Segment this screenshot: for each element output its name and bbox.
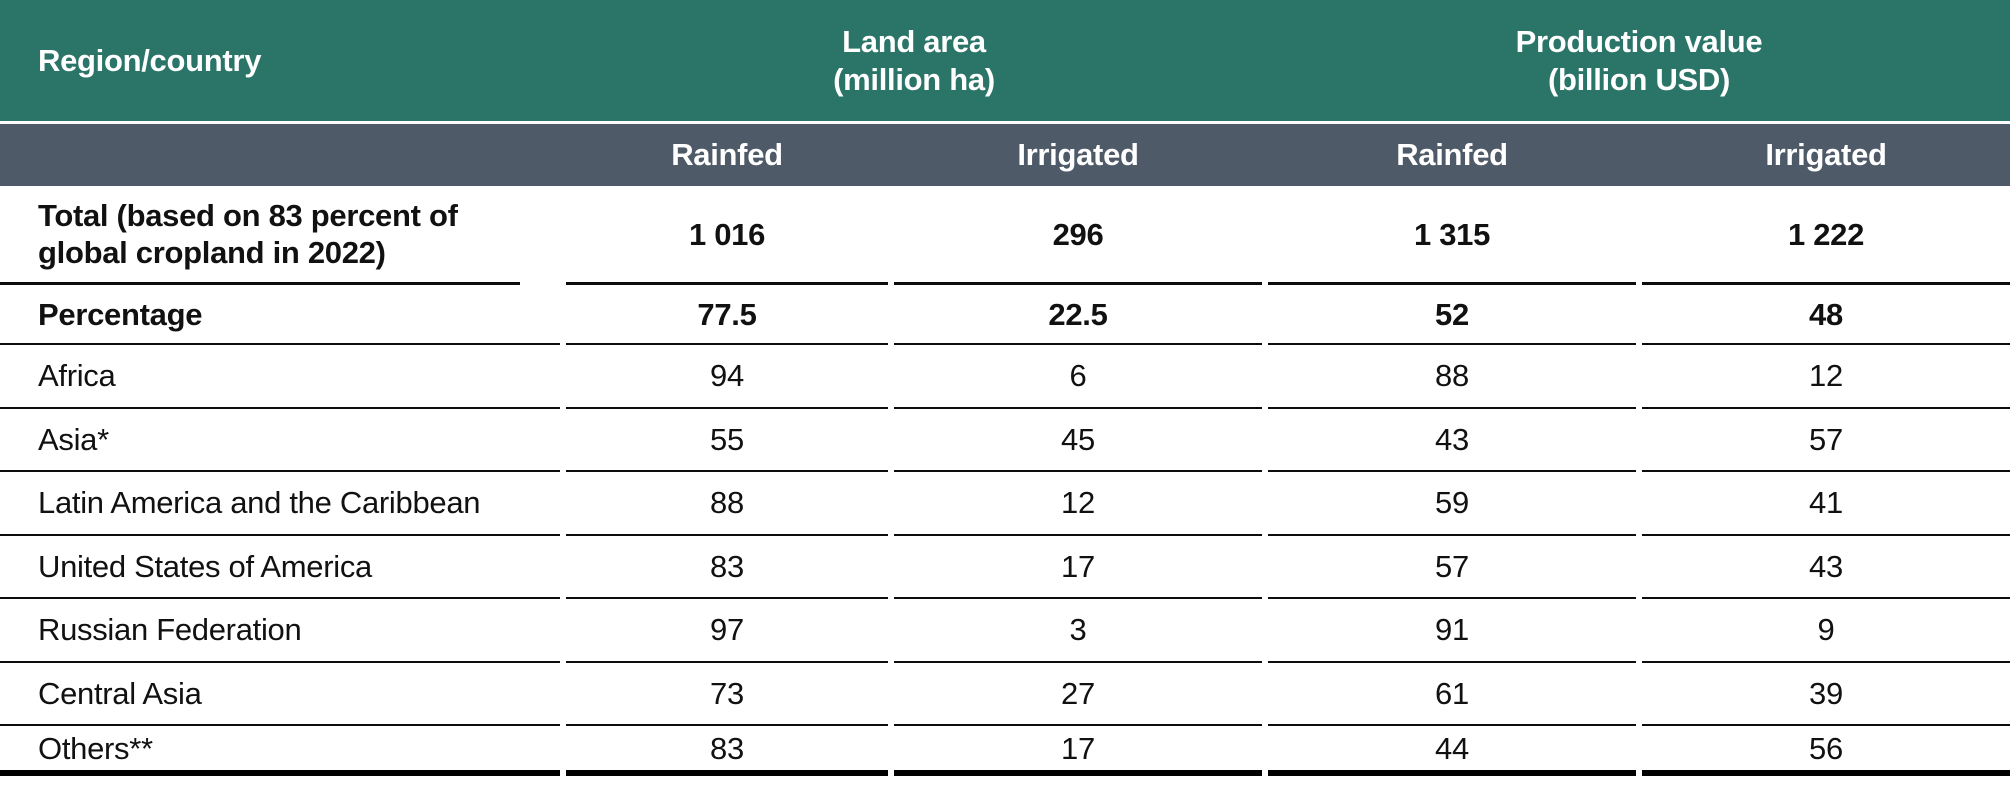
land-irrigated-value: 6 <box>894 345 1262 409</box>
table-row-central-asia: Central Asia 73 27 61 39 <box>0 662 2010 726</box>
row-label: United States of America <box>0 536 560 599</box>
production-irrigated-value: 57 <box>1642 409 2010 472</box>
table-row-others: Others** 83 17 44 56 <box>0 726 2010 776</box>
land-rainfed-value: 73 <box>566 663 888 726</box>
production-irrigated-value: 39 <box>1642 663 2010 726</box>
land-rainfed-value: 94 <box>566 345 888 409</box>
row-label: Total (based on 83 percent of global cro… <box>0 186 520 285</box>
table-row-total: Total (based on 83 percent of global cro… <box>0 186 2010 285</box>
land-rainfed-value: 77.5 <box>566 285 888 345</box>
land-area-unit: (million ha) <box>833 61 995 97</box>
land-irrigated-value: 45 <box>894 409 1262 472</box>
production-irrigated-value: 9 <box>1642 599 2010 663</box>
production-irrigated-value: 41 <box>1642 472 2010 536</box>
land-irrigated-value: 22.5 <box>894 285 1262 345</box>
region-country-header: Region/country <box>38 42 262 78</box>
production-irrigated-value: 48 <box>1642 285 2010 345</box>
land-irrigated-value: 27 <box>894 663 1262 726</box>
production-irrigated-value: 1 222 <box>1642 186 2010 285</box>
production-irrigated-value: 12 <box>1642 345 2010 409</box>
land-rainfed-value: 83 <box>566 726 888 776</box>
land-irrigated-value: 17 <box>894 536 1262 599</box>
production-rainfed-value: 91 <box>1268 599 1636 663</box>
table-row-usa: United States of America 83 17 57 43 <box>0 535 2010 599</box>
row-label: Central Asia <box>0 663 560 726</box>
production-rainfed-value: 52 <box>1268 285 1636 345</box>
table-row-percentage: Percentage 77.5 22.5 52 48 <box>0 285 2010 345</box>
header-divider-gap <box>0 121 2010 124</box>
land-rainfed-header: Rainfed <box>671 137 783 172</box>
production-rainfed-value: 61 <box>1268 663 1636 726</box>
land-irrigated-value: 12 <box>894 472 1262 536</box>
production-rainfed-value: 43 <box>1268 409 1636 472</box>
production-rainfed-value: 1 315 <box>1268 186 1636 285</box>
land-irrigated-value: 3 <box>894 599 1262 663</box>
land-area-title: Land area <box>842 23 986 59</box>
table-row-africa: Africa 94 6 88 12 <box>0 345 2010 409</box>
production-rainfed-value: 88 <box>1268 345 1636 409</box>
production-value-title: Production value <box>1515 23 1763 59</box>
production-rainfed-value: 59 <box>1268 472 1636 536</box>
production-rainfed-value: 44 <box>1268 726 1636 776</box>
production-rainfed-value: 57 <box>1268 536 1636 599</box>
land-rainfed-value: 97 <box>566 599 888 663</box>
table-row-russian-federation: Russian Federation 97 3 91 9 <box>0 599 2010 663</box>
row-label: Latin America and the Caribbean <box>0 472 560 536</box>
row-label: Others** <box>0 726 560 776</box>
land-area-group-header: Land area (million ha) <box>566 23 1262 99</box>
land-rainfed-value: 1 016 <box>566 186 888 285</box>
production-irrigated-header: Irrigated <box>1765 137 1887 172</box>
land-irrigated-header: Irrigated <box>1017 137 1139 172</box>
land-rainfed-value: 88 <box>566 472 888 536</box>
land-rainfed-value: 83 <box>566 536 888 599</box>
production-irrigated-value: 56 <box>1642 726 2010 776</box>
row-label: Russian Federation <box>0 599 560 663</box>
land-irrigated-value: 296 <box>894 186 1262 285</box>
land-rainfed-value: 55 <box>566 409 888 472</box>
production-value-group-header: Production value (billion USD) <box>1268 23 2010 99</box>
table-group-header-row: Region/country Land area (million ha) Pr… <box>0 0 2010 121</box>
production-irrigated-value: 43 <box>1642 536 2010 599</box>
production-rainfed-header: Rainfed <box>1396 137 1508 172</box>
table-sub-header-row: Rainfed Irrigated Rainfed Irrigated <box>0 124 2010 186</box>
land-irrigated-value: 17 <box>894 726 1262 776</box>
row-label: Africa <box>0 345 560 409</box>
row-label: Asia* <box>0 409 560 472</box>
table-row-latin-america: Latin America and the Caribbean 88 12 59… <box>0 472 2010 536</box>
row-label: Percentage <box>0 285 560 345</box>
table-row-asia: Asia* 55 45 43 57 <box>0 408 2010 472</box>
production-value-unit: (billion USD) <box>1547 61 1731 97</box>
